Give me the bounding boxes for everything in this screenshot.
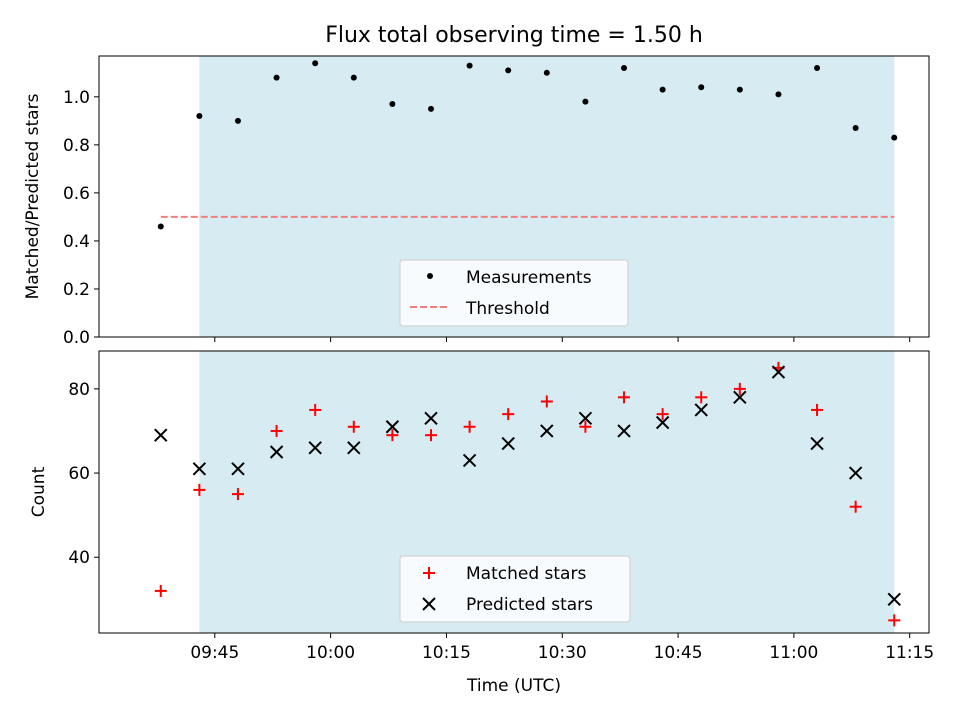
- legend-measurements-label: Measurements: [466, 268, 592, 288]
- predicted-stars-point: [501, 436, 515, 451]
- y-tick-label: 80: [68, 380, 90, 400]
- plot-frame: [98, 55, 930, 338]
- matched-stars-point: [154, 584, 167, 597]
- matched-stars-point: [695, 391, 708, 404]
- predicted-stars-point: [540, 424, 554, 438]
- matched-stars-point: [231, 488, 244, 501]
- x-tick-label: 09:45: [190, 643, 239, 663]
- legend-matched-marker: [423, 567, 435, 579]
- x-tick-label: 10:45: [654, 643, 703, 663]
- predicted-stars-point: [617, 424, 631, 438]
- matched-stars-point: [618, 391, 631, 404]
- measurement-point: [775, 91, 782, 98]
- y-tick-label: 0.2: [63, 280, 90, 300]
- predicted-stars-point: [694, 403, 708, 417]
- predicted-stars-point: [347, 441, 361, 455]
- matched-stars-point: [579, 420, 592, 433]
- predicted-stars-point: [462, 453, 477, 468]
- measurement-point: [543, 69, 550, 76]
- matched-stars-point: [193, 483, 206, 496]
- y-tick-label: 60: [68, 464, 90, 484]
- predicted-stars-point: [655, 415, 670, 430]
- y-tick-label: 1.0: [63, 88, 90, 108]
- y-axis-label: Matched/Predicted stars: [23, 93, 43, 299]
- chart-title: Flux total observing time = 1.50 h: [325, 23, 703, 48]
- predicted-stars-point: [231, 462, 245, 476]
- measurement-point: [505, 67, 512, 74]
- measurement-point: [389, 101, 396, 108]
- x-tick-label: 10:30: [538, 643, 587, 663]
- y-tick-label: 0.4: [63, 232, 90, 252]
- legend-matched-label: Matched stars: [466, 564, 586, 584]
- x-tick-label: 11:00: [769, 643, 818, 663]
- measurement-point: [273, 74, 280, 81]
- measurement-point: [582, 98, 589, 105]
- matched-stars-point: [463, 420, 476, 433]
- legend-predicted-marker: [422, 597, 436, 611]
- matched-stars-point: [347, 420, 360, 433]
- predicted-stars-point: [578, 411, 593, 426]
- predicted-stars-point: [269, 445, 284, 459]
- matched-stars-point: [309, 403, 322, 416]
- measurement-point: [698, 84, 705, 91]
- y-tick-label: 0.6: [63, 184, 90, 204]
- predicted-stars-point: [192, 462, 207, 476]
- predicted-stars-point: [424, 411, 438, 426]
- predicted-stars-point: [154, 428, 168, 442]
- ratio-legend: Measurements Threshold: [399, 259, 629, 327]
- x-tick-label: 10:15: [422, 643, 471, 663]
- matched-stars-point: [656, 408, 669, 421]
- measurement-point: [312, 60, 319, 67]
- predicted-stars-point: [887, 592, 901, 607]
- y-tick-label: 0.0: [63, 328, 90, 348]
- x-axis-label: Time (UTC): [466, 676, 561, 696]
- measurement-point: [234, 117, 241, 124]
- measurement-point: [621, 65, 628, 72]
- y-axis-label: Count: [29, 466, 49, 517]
- measurement-point: [428, 105, 434, 112]
- matched-stars-point: [849, 500, 862, 513]
- matched-stars-point: [733, 382, 746, 395]
- predicted-stars-point: [848, 466, 863, 480]
- predicted-stars-point: [771, 365, 786, 379]
- matched-stars-point: [270, 424, 283, 437]
- matched-stars-point: [386, 429, 399, 442]
- measurement-point: [466, 62, 473, 69]
- y-tick-label: 0.8: [63, 136, 90, 156]
- measurement-point: [891, 134, 898, 141]
- matched-stars-point: [425, 429, 437, 442]
- x-tick-label: 10:00: [306, 643, 355, 663]
- matched-stars-point: [888, 614, 901, 627]
- x-tick-label: 11:15: [885, 643, 934, 663]
- y-tick-label: 40: [68, 548, 90, 568]
- measurement-point: [659, 86, 666, 93]
- measurement-point: [196, 113, 203, 120]
- measurement-point: [157, 223, 164, 230]
- matched-stars-point: [540, 395, 553, 408]
- measurement-point: [814, 65, 821, 72]
- plot-frame: [98, 350, 930, 634]
- predicted-stars-point: [385, 420, 400, 434]
- legend-threshold-label: Threshold: [465, 299, 550, 319]
- legend-predicted-label: Predicted stars: [466, 595, 593, 615]
- matched-stars-point: [811, 403, 824, 416]
- predicted-stars-point: [308, 441, 322, 455]
- legend-measurements-marker: [427, 273, 433, 279]
- measurement-point: [350, 74, 357, 81]
- measurement-point: [736, 86, 743, 93]
- predicted-stars-point: [733, 390, 747, 405]
- matched-stars-point: [502, 408, 515, 421]
- measurement-point: [852, 125, 859, 132]
- predicted-stars-point: [810, 436, 824, 451]
- count-legend: Matched stars Predicted stars: [399, 555, 631, 623]
